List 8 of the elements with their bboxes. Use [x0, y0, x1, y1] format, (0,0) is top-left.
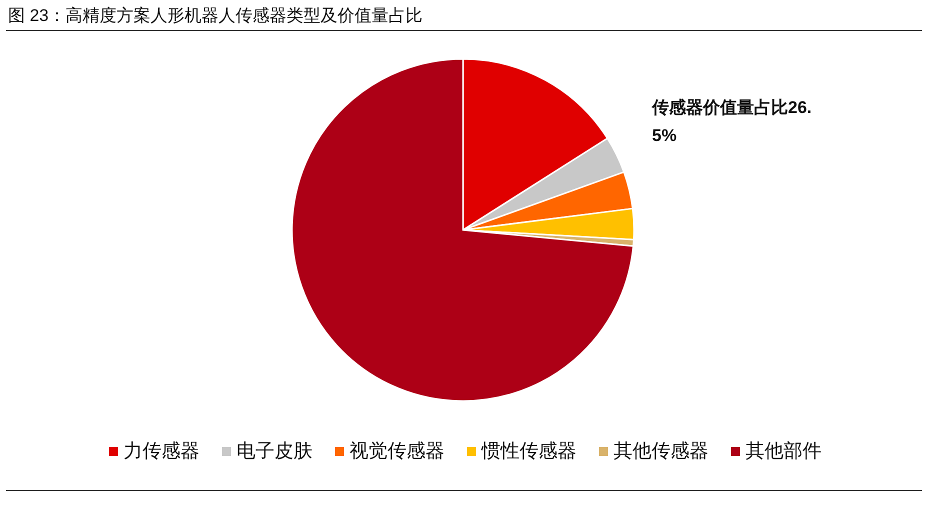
legend-label: 其他部件	[746, 440, 822, 464]
title: 图 23：高精度方案人形机器人传感器类型及价值量占比	[8, 5, 423, 27]
legend-label: 其他传感器	[614, 440, 708, 464]
legend-label: 电子皮肤	[236, 440, 312, 464]
annotation: 传感器价值量占比26.5%	[652, 97, 812, 147]
legend-label: 惯性传感器	[482, 440, 576, 464]
legend-label: 力传感器	[124, 440, 200, 464]
legend-label: 视觉传感器	[350, 440, 444, 464]
